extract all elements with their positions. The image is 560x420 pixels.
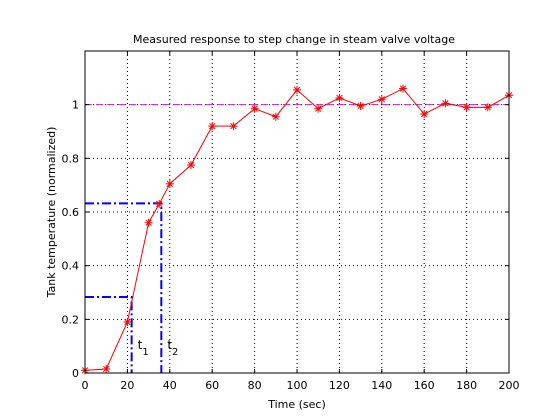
chart-title: Measured response to step change in stea… bbox=[133, 33, 455, 46]
data-point bbox=[399, 84, 407, 93]
data-point bbox=[441, 99, 450, 108]
x-tick-label: 160 bbox=[414, 379, 435, 392]
y-axis-label: Tank temperature (normalized) bbox=[45, 127, 58, 299]
x-tick-label: 40 bbox=[163, 379, 177, 392]
data-point bbox=[462, 103, 471, 112]
x-tick-labels: 0 20 40 60 80 100 120 140 160 180 200 bbox=[82, 379, 520, 392]
data-point bbox=[483, 103, 492, 112]
y-tick-label: 0 bbox=[72, 367, 79, 380]
data-point bbox=[165, 179, 174, 188]
data-point bbox=[155, 199, 164, 208]
y-tick-label: 0.2 bbox=[62, 313, 80, 326]
annotation-t1: t1 bbox=[138, 338, 149, 358]
data-point bbox=[420, 110, 429, 119]
data-point bbox=[271, 112, 280, 121]
data-point bbox=[314, 104, 323, 113]
x-tick-label: 200 bbox=[499, 379, 520, 392]
annotation-t2: t2 bbox=[167, 338, 178, 358]
x-tick-label: 20 bbox=[120, 379, 134, 392]
grid bbox=[85, 51, 509, 373]
series-markers bbox=[81, 84, 513, 375]
plot-area bbox=[81, 50, 513, 375]
axis-ticks bbox=[84, 51, 510, 374]
data-point bbox=[377, 95, 386, 104]
x-tick-label: 100 bbox=[287, 379, 308, 392]
annotations: t1 t2 bbox=[138, 338, 179, 358]
data-point bbox=[144, 218, 153, 227]
data-point bbox=[208, 122, 217, 131]
construction-lines bbox=[85, 202, 163, 373]
x-tick-label: 140 bbox=[371, 379, 392, 392]
data-point bbox=[229, 122, 238, 131]
series-line bbox=[84, 87, 510, 371]
y-tick-label: 1 bbox=[72, 99, 79, 112]
y-tick-label: 0.8 bbox=[62, 152, 80, 165]
x-axis-label: Time (sec) bbox=[267, 398, 326, 411]
data-point bbox=[123, 318, 132, 327]
x-tick-label: 180 bbox=[456, 379, 477, 392]
x-tick-label: 120 bbox=[329, 379, 350, 392]
y-tick-labels: 0 0.2 0.4 0.6 0.8 1 bbox=[62, 99, 80, 380]
data-point bbox=[293, 85, 301, 94]
y-tick-label: 0.6 bbox=[62, 206, 80, 219]
construction-line-t1 bbox=[85, 296, 133, 373]
y-tick-label: 0.4 bbox=[62, 260, 80, 273]
data-point bbox=[356, 102, 365, 111]
x-tick-label: 0 bbox=[82, 379, 89, 392]
x-tick-label: 60 bbox=[205, 379, 219, 392]
data-point bbox=[335, 93, 344, 102]
data-point bbox=[187, 161, 195, 170]
x-tick-label: 80 bbox=[248, 379, 262, 392]
data-point bbox=[102, 364, 111, 373]
data-point bbox=[250, 104, 259, 113]
construction-line-t2 bbox=[85, 202, 163, 373]
